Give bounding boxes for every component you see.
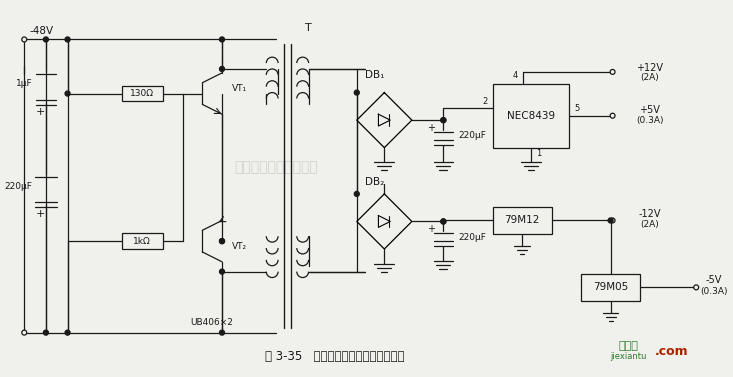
Text: -12V: -12V bbox=[638, 208, 661, 219]
Circle shape bbox=[220, 37, 224, 42]
Text: (0.3A): (0.3A) bbox=[700, 287, 728, 296]
Circle shape bbox=[610, 218, 615, 223]
Text: 130Ω: 130Ω bbox=[130, 89, 155, 98]
Text: +: + bbox=[427, 224, 435, 234]
Circle shape bbox=[220, 330, 224, 335]
Text: 220µF: 220µF bbox=[4, 182, 32, 190]
Bar bbox=[581, 274, 640, 301]
Text: 图 3-35   小型程控交换机供电系统电路: 图 3-35 小型程控交换机供电系统电路 bbox=[265, 350, 405, 363]
Text: 79M05: 79M05 bbox=[593, 282, 628, 293]
Circle shape bbox=[354, 192, 359, 196]
Text: .com: .com bbox=[655, 345, 688, 358]
Circle shape bbox=[610, 69, 615, 74]
Text: -48V: -48V bbox=[30, 26, 54, 35]
Circle shape bbox=[65, 91, 70, 96]
Text: +: + bbox=[35, 107, 45, 117]
Circle shape bbox=[693, 285, 699, 290]
Circle shape bbox=[441, 219, 446, 224]
Text: -5V: -5V bbox=[706, 276, 722, 285]
Text: (2A): (2A) bbox=[641, 73, 659, 82]
Text: VT₁: VT₁ bbox=[232, 84, 247, 93]
Text: 接线图: 接线图 bbox=[619, 342, 638, 351]
Text: UB406×2: UB406×2 bbox=[191, 318, 234, 327]
Bar bbox=[122, 86, 163, 101]
Text: +5V: +5V bbox=[639, 105, 660, 115]
Text: +12V: +12V bbox=[636, 63, 663, 73]
Text: 1kΩ: 1kΩ bbox=[133, 237, 151, 246]
Text: (2A): (2A) bbox=[641, 220, 659, 229]
Circle shape bbox=[43, 37, 48, 42]
Circle shape bbox=[441, 118, 446, 123]
Bar bbox=[493, 84, 570, 148]
Text: jiexiantu: jiexiantu bbox=[610, 352, 647, 361]
Text: 杭州将睿科技有限公司: 杭州将睿科技有限公司 bbox=[235, 160, 318, 174]
Circle shape bbox=[22, 330, 26, 335]
Text: (0.3A): (0.3A) bbox=[636, 116, 663, 125]
Circle shape bbox=[220, 239, 224, 244]
Circle shape bbox=[43, 330, 48, 335]
Circle shape bbox=[610, 113, 615, 118]
Bar bbox=[122, 233, 163, 249]
Text: +: + bbox=[427, 123, 435, 133]
Circle shape bbox=[65, 330, 70, 335]
Text: VT₂: VT₂ bbox=[232, 242, 247, 251]
Text: 220µF: 220µF bbox=[458, 233, 486, 242]
Circle shape bbox=[65, 37, 70, 42]
Circle shape bbox=[220, 239, 224, 244]
Text: 4: 4 bbox=[513, 71, 518, 80]
Circle shape bbox=[608, 218, 613, 223]
Text: +: + bbox=[35, 208, 45, 219]
Text: 1: 1 bbox=[536, 149, 541, 158]
Text: DB₂: DB₂ bbox=[364, 177, 384, 187]
Text: 1µF: 1µF bbox=[15, 79, 32, 88]
Bar bbox=[493, 207, 551, 234]
Text: DB₁: DB₁ bbox=[364, 70, 384, 80]
Circle shape bbox=[441, 118, 446, 123]
Circle shape bbox=[441, 219, 446, 224]
Circle shape bbox=[22, 37, 26, 42]
Text: 79M12: 79M12 bbox=[504, 216, 539, 225]
Circle shape bbox=[220, 269, 224, 274]
Text: T: T bbox=[305, 23, 312, 33]
Circle shape bbox=[220, 66, 224, 71]
Text: 220µF: 220µF bbox=[458, 131, 486, 140]
Text: NEC8439: NEC8439 bbox=[507, 111, 555, 121]
Text: 2: 2 bbox=[482, 97, 487, 106]
Circle shape bbox=[354, 90, 359, 95]
Text: 5: 5 bbox=[574, 104, 580, 113]
